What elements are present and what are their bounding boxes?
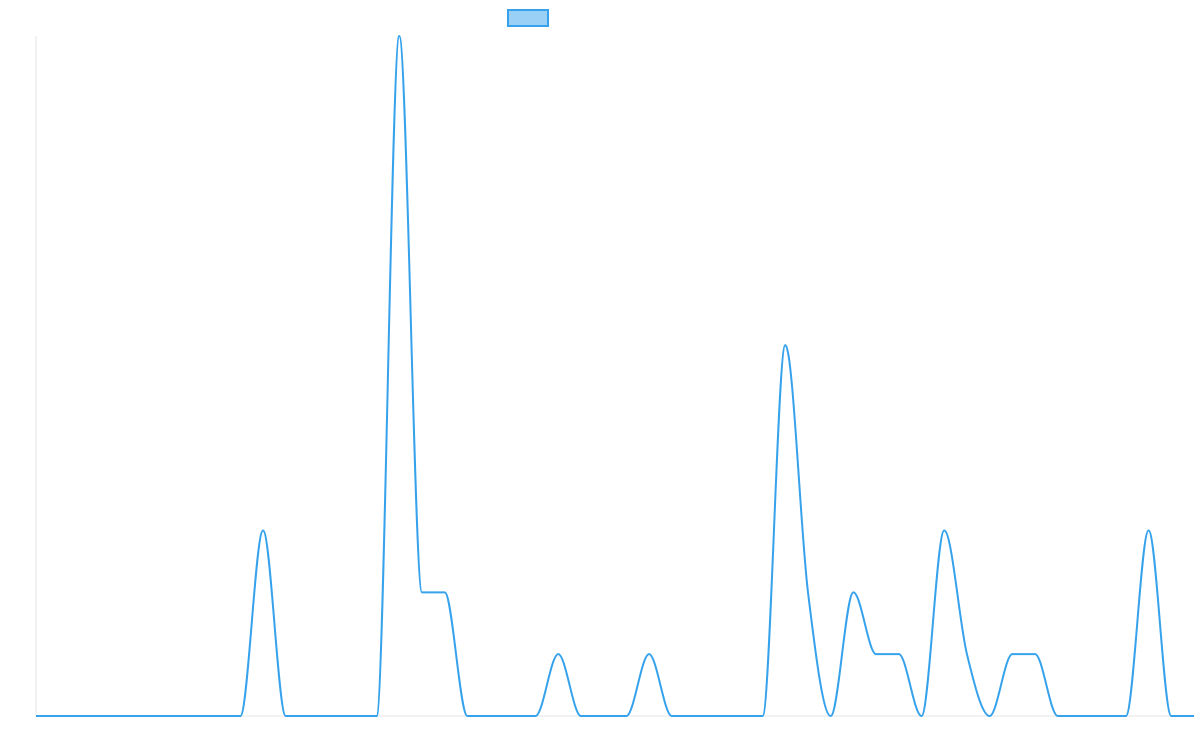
data-point[interactable] (872, 650, 880, 658)
data-point[interactable] (804, 588, 812, 596)
data-point[interactable] (781, 341, 789, 349)
data-point[interactable] (577, 712, 585, 720)
data-point[interactable] (146, 712, 154, 720)
data-point[interactable] (668, 712, 676, 720)
data-point[interactable] (418, 588, 426, 596)
data-point[interactable] (690, 712, 698, 720)
data-point[interactable] (32, 712, 40, 720)
data-point[interactable] (963, 650, 971, 658)
data-point[interactable] (986, 712, 994, 720)
data-point[interactable] (895, 650, 903, 658)
data-point[interactable] (600, 712, 608, 720)
data-point[interactable] (441, 588, 449, 596)
data-point[interactable] (1031, 650, 1039, 658)
data-point[interactable] (940, 527, 948, 535)
data-point[interactable] (509, 712, 517, 720)
data-point[interactable] (1054, 712, 1062, 720)
series-line (36, 35, 1194, 717)
data-point[interactable] (304, 712, 312, 720)
data-point[interactable] (827, 712, 835, 720)
data-point[interactable] (463, 712, 471, 720)
data-point[interactable] (1122, 712, 1130, 720)
data-point[interactable] (123, 712, 131, 720)
data-point[interactable] (759, 712, 767, 720)
data-point[interactable] (849, 588, 857, 596)
data-point[interactable] (554, 650, 562, 658)
data-point[interactable] (1008, 650, 1016, 658)
data-point[interactable] (395, 32, 403, 40)
data-point[interactable] (486, 712, 494, 720)
data-point[interactable] (327, 712, 335, 720)
data-point[interactable] (259, 527, 267, 535)
data-point[interactable] (1167, 712, 1175, 720)
series-layer (36, 35, 1194, 717)
data-point[interactable] (1145, 527, 1153, 535)
data-point[interactable] (236, 712, 244, 720)
legend-swatch[interactable] (507, 9, 549, 27)
data-point[interactable] (100, 712, 108, 720)
data-point[interactable] (736, 712, 744, 720)
data-point[interactable] (55, 712, 63, 720)
points-layer (32, 32, 1198, 720)
data-point[interactable] (168, 712, 176, 720)
data-point[interactable] (645, 650, 653, 658)
data-point[interactable] (214, 712, 222, 720)
data-point[interactable] (373, 712, 381, 720)
data-point[interactable] (1076, 712, 1084, 720)
data-point[interactable] (191, 712, 199, 720)
data-point[interactable] (282, 712, 290, 720)
data-point[interactable] (350, 712, 358, 720)
axes (35, 36, 1194, 717)
data-point[interactable] (1099, 712, 1107, 720)
data-point[interactable] (622, 712, 630, 720)
data-point[interactable] (713, 712, 721, 720)
data-point[interactable] (532, 712, 540, 720)
data-point[interactable] (77, 712, 85, 720)
legend[interactable] (507, 9, 549, 27)
data-point[interactable] (918, 712, 926, 720)
data-point[interactable] (1190, 712, 1198, 720)
